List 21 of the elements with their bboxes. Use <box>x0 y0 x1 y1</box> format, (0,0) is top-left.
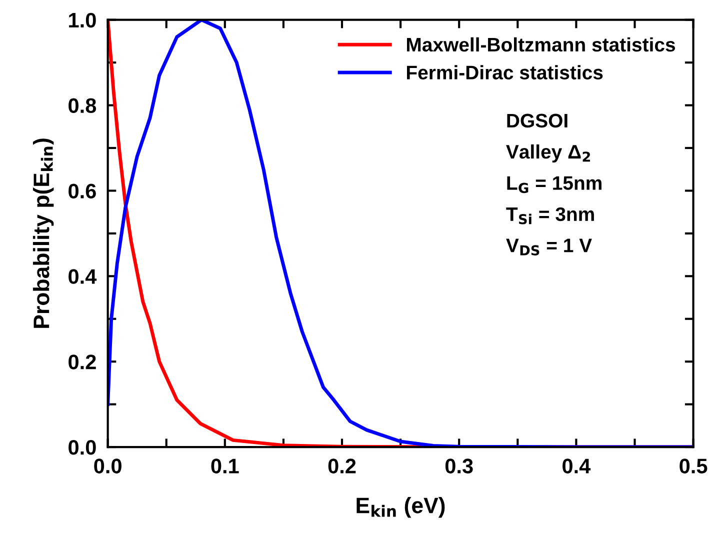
legend-label: Fermi-Dirac statistics <box>406 65 603 80</box>
x-tick-label: 0.4 <box>562 458 591 474</box>
legend-label: Maxwell-Boltzmann statistics <box>406 37 676 52</box>
y-tick-label: 0.4 <box>68 269 97 284</box>
x-axis-title: E$_{kin}$ (eV) <box>356 497 445 518</box>
x-tick-label: 0.1 <box>211 458 239 474</box>
annotation: DGSOI <box>507 114 568 128</box>
y-tick-label: 1.0 <box>69 12 96 28</box>
x-tick-label: 0.0 <box>94 458 122 474</box>
y-axis-title: Probability p(E$_{kin}$) <box>32 138 54 328</box>
x-tick-label: 0.3 <box>445 458 473 474</box>
annotation: L$_{G}$ = 15nm <box>507 176 602 194</box>
y-tick-label: 0.0 <box>68 440 96 455</box>
annotation: V$_{DS}$ = 1 V <box>506 238 592 256</box>
annotation: T$_{Si}$ = 3nm <box>506 207 594 224</box>
y-tick-label: 0.8 <box>68 98 96 114</box>
y-tick-label: 0.6 <box>68 184 96 198</box>
y-tick-label: 0.2 <box>68 354 96 370</box>
x-tick-label: 0.2 <box>328 458 356 474</box>
x-tick-label: 0.5 <box>680 458 708 474</box>
annotation: Valley Δ$_{2}$ <box>506 144 590 163</box>
